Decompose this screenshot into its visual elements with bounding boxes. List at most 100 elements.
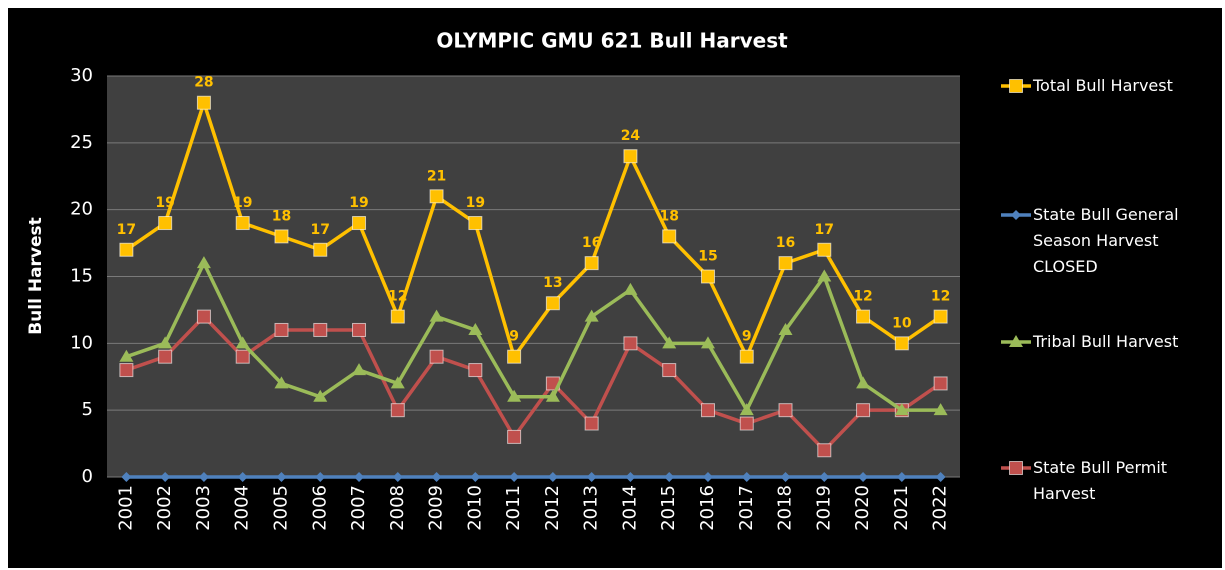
data-label: 19 — [155, 195, 174, 211]
marker — [390, 309, 405, 324]
x-tick-label: 2013 — [581, 485, 602, 531]
y-tick-label: 10 — [70, 332, 93, 353]
marker — [509, 472, 520, 482]
data-label: 24 — [621, 128, 641, 144]
marker — [160, 472, 171, 482]
x-tick-label: 2007 — [348, 485, 369, 531]
marker — [313, 322, 328, 337]
marker — [468, 216, 483, 231]
data-label: 16 — [582, 235, 601, 251]
data-label: 9 — [509, 329, 519, 345]
legend-label: Tribal Bull Harvest — [1033, 332, 1179, 351]
series-line — [125, 261, 941, 412]
series — [119, 309, 948, 458]
marker — [894, 403, 909, 416]
data-label: 16 — [776, 235, 795, 251]
y-tick-label: 0 — [82, 466, 93, 487]
marker — [584, 416, 599, 431]
x-tick-label: 2006 — [309, 485, 330, 531]
marker — [586, 472, 597, 482]
marker — [1009, 335, 1023, 347]
data-label: 19 — [349, 195, 368, 211]
marker — [1009, 461, 1023, 475]
marker — [819, 472, 830, 482]
marker — [158, 216, 173, 231]
marker — [276, 472, 287, 482]
marker — [158, 336, 173, 349]
data-label: 19 — [233, 195, 252, 211]
marker — [584, 256, 599, 271]
x-tick-label: 2009 — [426, 485, 447, 531]
marker — [121, 472, 132, 482]
x-tick-label: 2017 — [736, 485, 757, 531]
data-label: 18 — [659, 208, 678, 224]
marker — [778, 256, 793, 271]
marker — [741, 472, 752, 482]
marker — [158, 349, 173, 364]
marker — [468, 363, 483, 378]
series — [119, 256, 948, 416]
marker — [1011, 210, 1021, 220]
marker — [315, 472, 326, 482]
marker — [817, 443, 832, 458]
x-tick-label: 2004 — [232, 485, 253, 531]
data-label: 10 — [892, 315, 912, 331]
y-tick-label: 5 — [82, 399, 93, 420]
marker — [119, 349, 134, 362]
x-tick-label: 2003 — [193, 485, 214, 531]
x-tick-label: 2008 — [387, 485, 408, 531]
marker — [196, 256, 211, 269]
marker — [896, 472, 907, 482]
marker — [545, 389, 560, 402]
marker — [856, 309, 871, 324]
marker — [739, 349, 754, 364]
marker — [780, 472, 791, 482]
marker — [468, 322, 483, 335]
x-tick-label: 2021 — [891, 485, 912, 531]
marker — [933, 376, 948, 391]
legend-label: State Bull Permit Harvest — [1033, 458, 1168, 503]
marker — [545, 296, 560, 311]
marker — [623, 149, 638, 164]
marker — [817, 242, 832, 257]
chart-title: OLYMPIC GMU 621 Bull Harvest — [436, 29, 788, 53]
marker — [662, 363, 677, 378]
series — [121, 472, 946, 482]
marker — [935, 472, 946, 482]
marker — [778, 322, 793, 335]
data-label: 13 — [543, 275, 562, 291]
y-tick-label: 20 — [70, 199, 93, 220]
marker — [623, 336, 638, 351]
marker — [429, 309, 444, 322]
data-label: 12 — [388, 289, 407, 305]
series-line — [125, 314, 942, 453]
marker — [662, 336, 677, 349]
marker — [933, 403, 948, 416]
marker — [700, 336, 715, 349]
data-label: 15 — [698, 249, 717, 265]
marker — [313, 389, 328, 402]
marker — [235, 216, 250, 231]
x-tick-label: 2011 — [503, 485, 524, 531]
data-label: 19 — [466, 195, 485, 211]
marker — [196, 309, 211, 324]
x-tick-label: 2010 — [464, 485, 485, 531]
marker — [198, 472, 209, 482]
marker — [237, 472, 248, 482]
series: 17 19 28 19 18 17 19 12 21 19 9 13 16 24 18 15 9 16 17 12 10… — [117, 75, 950, 364]
y-tick-label: 15 — [70, 266, 93, 287]
marker — [119, 363, 134, 378]
data-label: 12 — [853, 289, 872, 305]
marker — [507, 429, 522, 444]
marker — [623, 282, 638, 295]
marker — [352, 322, 367, 337]
marker — [778, 403, 793, 418]
data-label: 17 — [815, 222, 834, 238]
x-tick-label: 2019 — [813, 485, 834, 531]
marker — [625, 472, 636, 482]
marker — [390, 403, 405, 418]
x-tick-label: 2018 — [775, 485, 796, 531]
marker — [196, 95, 211, 110]
